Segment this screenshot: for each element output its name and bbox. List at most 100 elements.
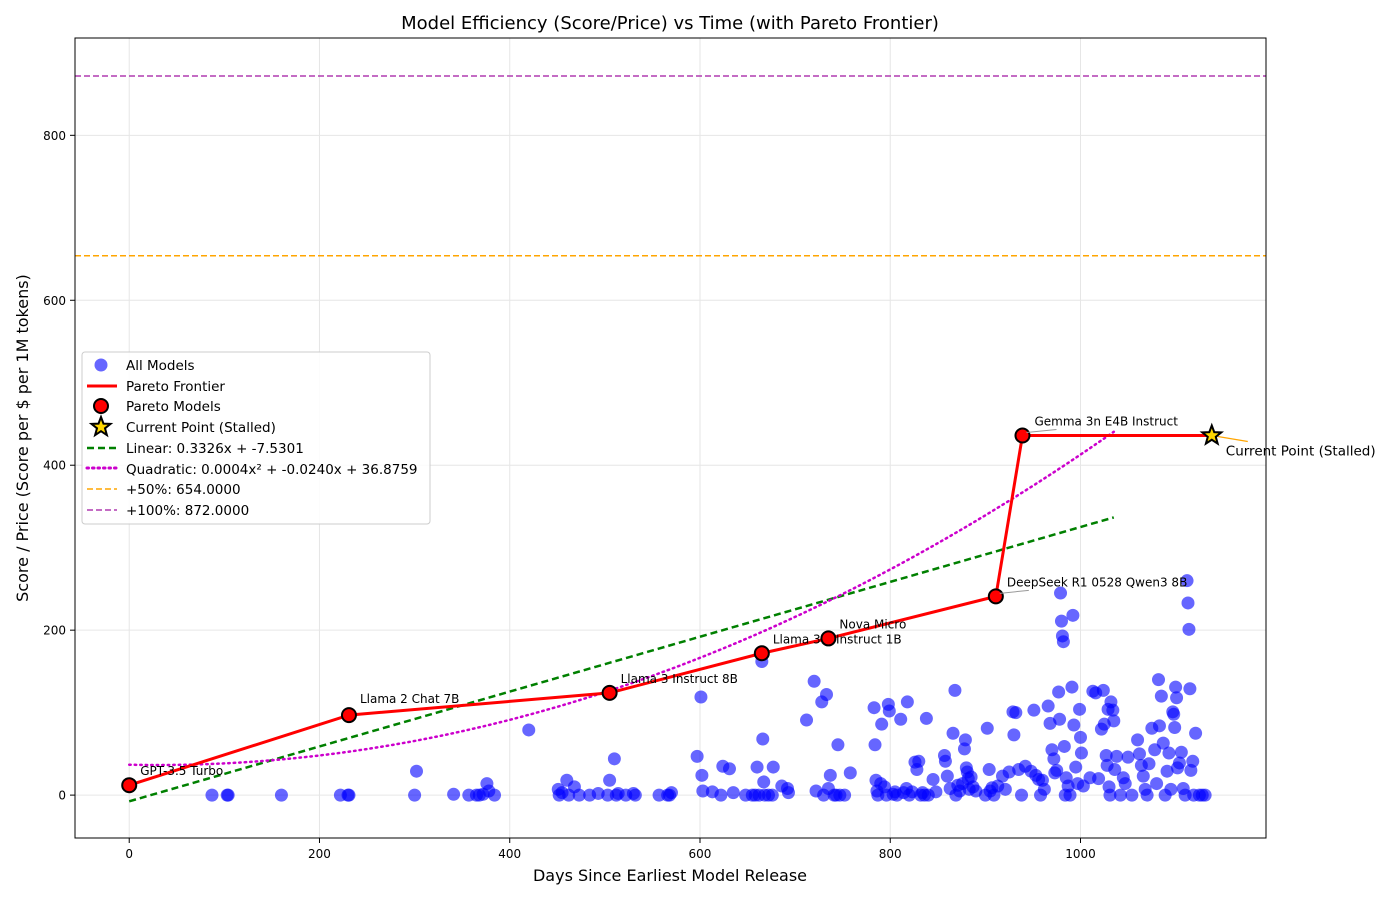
scatter-point [607,752,621,766]
scatter-point [1152,719,1166,733]
scatter-point [447,787,461,801]
scatter-point [766,760,780,774]
scatter-point [1065,680,1079,694]
y-tick-label: 400 [43,459,66,473]
pareto-point-label: Llama 3 Instruct 8B [621,672,738,686]
scatter-point [929,785,943,799]
scatter-point [882,704,896,718]
pareto-point [121,777,138,794]
scatter-point [948,683,962,697]
scatter-point [867,701,881,715]
scatter-point [1092,772,1106,786]
scatter-point [1037,782,1051,796]
pareto-point-label: GPT-3.5 Turbo [140,764,223,778]
scatter-point [982,763,996,777]
scatter-point [408,788,422,802]
scatter-point [274,788,288,802]
scatter-point [964,770,978,784]
y-axis-label: Score / Price (Score per $ per 1M tokens… [13,274,32,602]
scatter-point [1099,749,1113,763]
scatter-point [488,788,502,802]
scatter-point [926,772,940,786]
scatter-point [800,713,814,727]
scatter-point [1170,691,1184,705]
scatter-point [1047,752,1061,766]
scatter-point [726,786,740,800]
scatter-point [1150,777,1164,791]
pareto-point-label: Llama 3.2 Instruct 1B [773,632,902,646]
scatter-point [1132,747,1146,761]
scatter-point [628,788,642,802]
scatter-point [781,786,795,800]
scatter-point [1027,703,1041,717]
scatter-point [1066,608,1080,622]
current-point-label: Current Point (Stalled) [1226,444,1376,460]
scatter-point [714,788,728,802]
scatter-point [1009,706,1023,720]
scatter-point [1110,749,1124,763]
scatter-point [572,788,586,802]
pareto-point-label: Llama 2 Chat 7B [360,692,459,706]
scatter-point [1073,702,1087,716]
pareto-point [601,684,618,701]
scatter-point [221,788,235,802]
x-tick-label: 1000 [1065,847,1096,861]
scatter-point [1054,614,1068,628]
scatter-point [946,726,960,740]
scatter-point [820,687,834,701]
scatter-point [1074,730,1088,744]
legend-plus50: +50%: 654.0000 [126,482,241,498]
legend-all-models: All Models [126,358,195,374]
scatter-point [1125,788,1139,802]
scatter-point [410,764,424,778]
pareto-point-label: Nova Micro [839,617,906,631]
x-tick-label: 600 [689,847,712,861]
scatter-point [807,674,821,688]
scatter-point [1063,788,1077,802]
scatter-point [1140,788,1154,802]
scatter-point [1160,764,1174,778]
scatter-point [1052,685,1066,699]
scatter-point [603,773,617,787]
scatter-point [823,768,837,782]
x-tick-label: 800 [879,847,902,861]
pareto-frontier-line [128,434,1212,787]
current-point-star [1199,422,1225,446]
scatter-point [342,788,356,802]
y-tick-label: 0 [58,789,66,803]
scatter-point [940,769,954,783]
scatter-point [694,690,708,704]
linear-fit-line [128,516,1115,803]
legend-marker-pareto-models [93,398,109,414]
scatter-point [894,712,908,726]
scatter-point [875,717,889,731]
scatter-point [1113,788,1127,802]
legend-box [81,351,431,525]
scatter-point [1118,777,1132,791]
scatter-point [998,782,1012,796]
legend-quadratic: Quadratic: 0.0004x² + -0.0240x + 36.8759 [126,462,418,478]
scatter-point [1053,712,1067,726]
scatter-point [838,788,852,802]
y-tick-label: 200 [43,624,66,638]
x-tick-label: 200 [308,847,331,861]
scatter-point [522,723,536,737]
scatter-point [919,711,933,725]
legend-linear: Linear: 0.3326x + -7.5301 [126,441,304,457]
scatter-point [205,788,219,802]
pareto-label-leader [1026,429,1057,434]
scatter-point [1069,760,1083,774]
legend: All Models Pareto Frontier Pareto Models… [81,351,431,525]
scatter-point [1182,622,1196,636]
scatter-point [1041,699,1055,713]
plot-area: GPT-3.5 Turbo Llama 2 Chat 7B Llama 3 Inst… [75,75,1266,803]
scatter-point [1162,746,1176,760]
scatter-point [1106,703,1120,717]
legend-current-point: Current Point (Stalled) [126,420,276,436]
y-tick-label: 800 [43,129,66,143]
scatter-point [1067,718,1081,732]
legend-plus100: +100%: 872.0000 [126,503,249,519]
scatter-point [1183,682,1197,696]
scatter-point [722,762,736,776]
pareto-point-label: DeepSeek R1 0528 Qwen3 8B [1007,575,1187,589]
